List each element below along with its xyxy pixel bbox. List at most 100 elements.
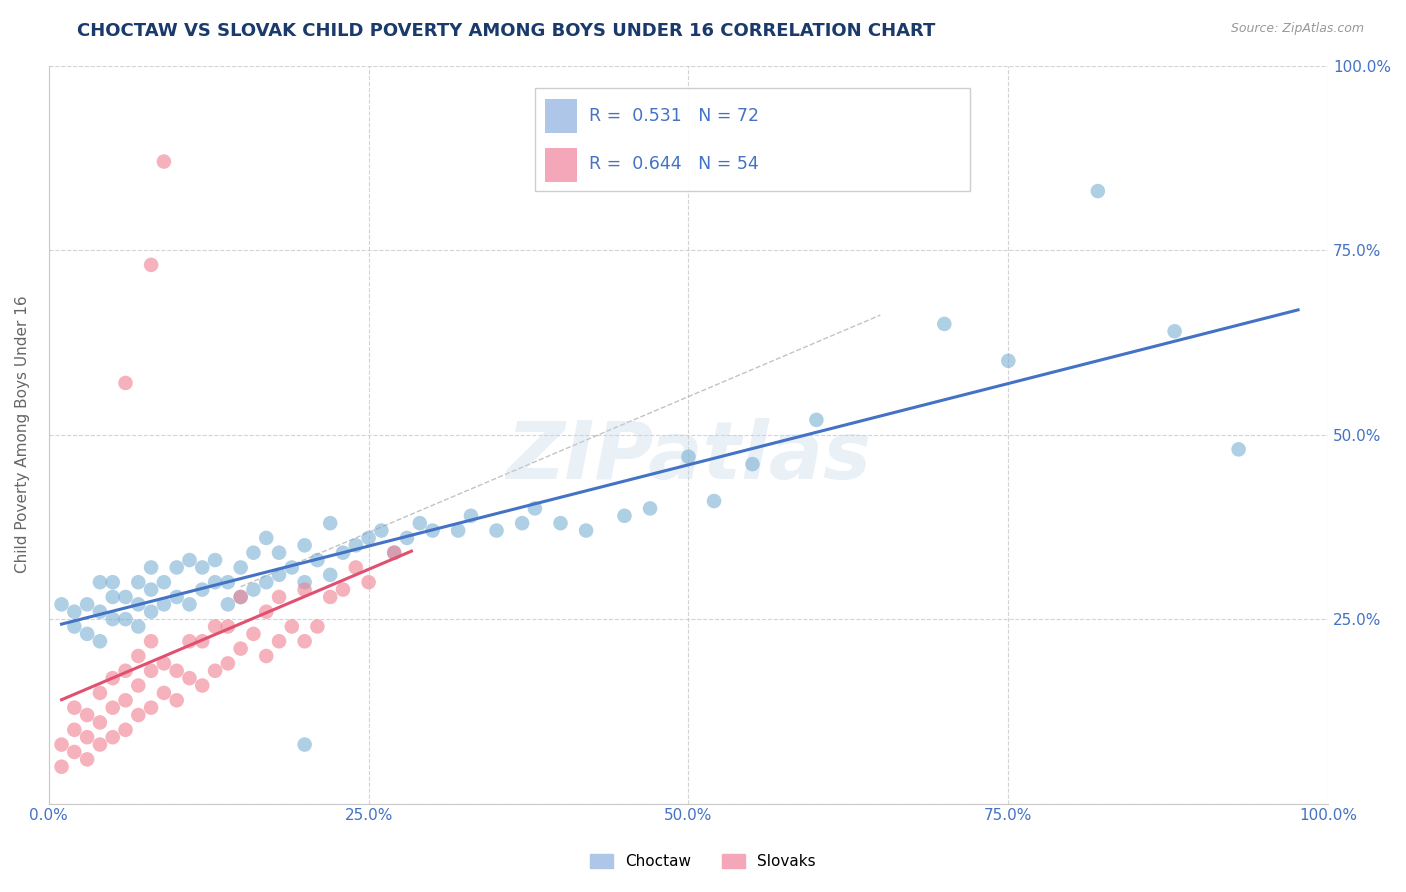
Point xyxy=(139,700,162,714)
Point xyxy=(76,598,98,612)
Point xyxy=(63,619,86,633)
Point xyxy=(344,560,367,574)
Point xyxy=(485,524,508,538)
Point xyxy=(76,627,98,641)
Point xyxy=(89,715,111,730)
Point xyxy=(523,501,546,516)
Point xyxy=(638,501,661,516)
Point xyxy=(63,745,86,759)
Point xyxy=(166,590,188,604)
Point xyxy=(179,671,201,685)
Point xyxy=(63,700,86,714)
Point xyxy=(89,605,111,619)
Text: Source: ZipAtlas.com: Source: ZipAtlas.com xyxy=(1230,22,1364,36)
Text: CHOCTAW VS SLOVAK CHILD POVERTY AMONG BOYS UNDER 16 CORRELATION CHART: CHOCTAW VS SLOVAK CHILD POVERTY AMONG BO… xyxy=(77,22,936,40)
Point xyxy=(294,582,316,597)
Point xyxy=(191,582,214,597)
Point xyxy=(89,634,111,648)
Point xyxy=(191,679,214,693)
Point xyxy=(101,575,124,590)
Point xyxy=(127,575,149,590)
Point xyxy=(114,376,136,390)
Point xyxy=(76,730,98,744)
Point xyxy=(101,700,124,714)
Point xyxy=(191,560,214,574)
Point xyxy=(229,590,252,604)
Point xyxy=(409,516,432,531)
Point xyxy=(101,590,124,604)
Point xyxy=(179,634,201,648)
Point xyxy=(332,582,354,597)
Point xyxy=(217,598,239,612)
Point xyxy=(204,619,226,633)
Text: ZIPatlas: ZIPatlas xyxy=(506,417,870,496)
Point xyxy=(153,154,176,169)
Point xyxy=(510,516,533,531)
Point xyxy=(217,657,239,671)
Point xyxy=(114,664,136,678)
Point xyxy=(127,708,149,723)
Point xyxy=(204,664,226,678)
Point xyxy=(127,679,149,693)
Point xyxy=(332,546,354,560)
Point xyxy=(114,612,136,626)
Point xyxy=(934,317,956,331)
Point xyxy=(319,567,342,582)
Point xyxy=(294,538,316,552)
Point xyxy=(307,553,329,567)
Point xyxy=(51,598,73,612)
Point xyxy=(395,531,418,545)
Point xyxy=(294,575,316,590)
FancyBboxPatch shape xyxy=(534,87,970,191)
Point xyxy=(139,560,162,574)
Text: R =  0.531   N = 72: R = 0.531 N = 72 xyxy=(589,107,759,125)
Point xyxy=(319,590,342,604)
Point xyxy=(550,516,572,531)
Point xyxy=(344,538,367,552)
Point xyxy=(242,582,264,597)
Point xyxy=(229,641,252,656)
Point xyxy=(204,575,226,590)
Point xyxy=(101,671,124,685)
Point xyxy=(166,693,188,707)
Point xyxy=(114,590,136,604)
Point xyxy=(217,619,239,633)
Point xyxy=(229,590,252,604)
Point xyxy=(101,612,124,626)
Point xyxy=(254,531,277,545)
Bar xyxy=(546,99,576,134)
Point xyxy=(267,546,290,560)
Point xyxy=(741,457,763,471)
Point xyxy=(139,258,162,272)
Point xyxy=(267,567,290,582)
Point xyxy=(63,605,86,619)
Point xyxy=(242,546,264,560)
Point xyxy=(63,723,86,737)
Point xyxy=(153,657,176,671)
Point xyxy=(153,686,176,700)
Point xyxy=(153,575,176,590)
Point xyxy=(51,738,73,752)
Text: R =  0.644   N = 54: R = 0.644 N = 54 xyxy=(589,155,758,174)
Point xyxy=(166,664,188,678)
Point xyxy=(114,693,136,707)
Point xyxy=(382,546,405,560)
Legend: Choctaw, Slovaks: Choctaw, Slovaks xyxy=(583,848,823,875)
Point xyxy=(76,752,98,766)
Point xyxy=(267,634,290,648)
Point xyxy=(382,546,405,560)
Point xyxy=(1087,184,1109,198)
Point xyxy=(139,634,162,648)
Point xyxy=(89,686,111,700)
Point xyxy=(191,634,214,648)
Point xyxy=(89,575,111,590)
Point xyxy=(357,531,380,545)
Point xyxy=(319,516,342,531)
Point xyxy=(76,708,98,723)
Point xyxy=(217,575,239,590)
Point xyxy=(997,353,1019,368)
Point xyxy=(422,524,444,538)
Point xyxy=(307,619,329,633)
Point xyxy=(179,553,201,567)
Point xyxy=(139,582,162,597)
